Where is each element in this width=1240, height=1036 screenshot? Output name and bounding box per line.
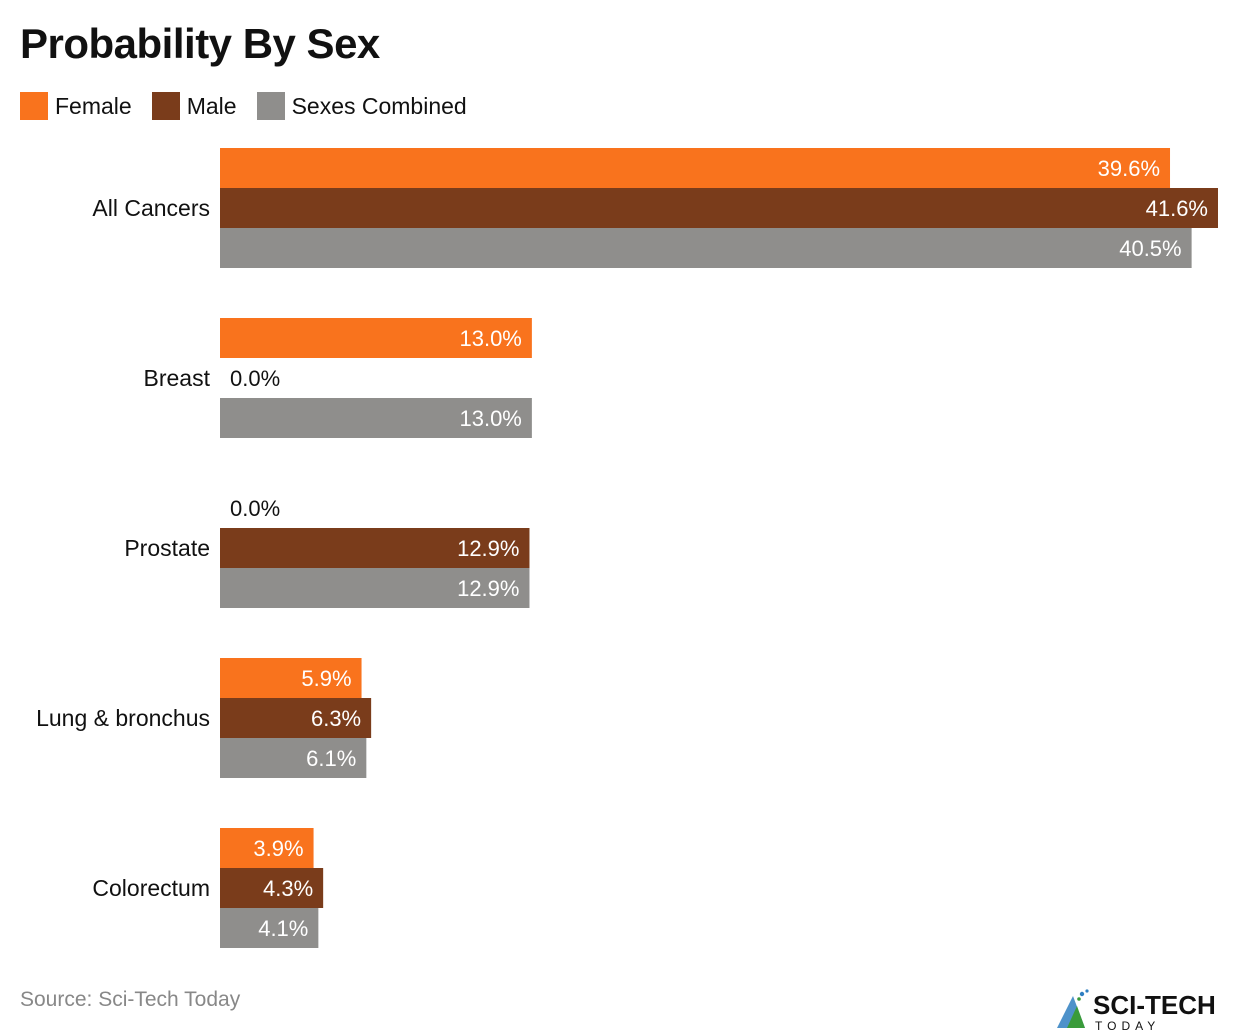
bar-sexes-combined (220, 568, 530, 608)
legend: Female Male Sexes Combined (20, 92, 487, 120)
data-label: 40.5% (1119, 236, 1181, 261)
data-label: 6.3% (311, 706, 361, 731)
bar-sexes-combined (220, 398, 532, 438)
data-label: 6.1% (306, 746, 356, 771)
legend-label-combined: Sexes Combined (291, 92, 467, 119)
data-label: 39.6% (1098, 156, 1160, 181)
legend-item-female: Female (20, 92, 132, 120)
data-label: 5.9% (301, 666, 351, 691)
data-label: 4.1% (258, 916, 308, 941)
category-label: Prostate (124, 535, 210, 561)
bar-female (220, 148, 1171, 188)
category-label: Colorectum (92, 875, 210, 901)
data-label: 3.9% (253, 836, 303, 861)
data-label: 4.3% (263, 876, 313, 901)
data-label: 12.9% (457, 576, 519, 601)
legend-label-female: Female (55, 92, 132, 119)
legend-item-male: Male (151, 92, 237, 120)
svg-text:SCI-TECH: SCI-TECH (1093, 990, 1216, 1020)
legend-label-male: Male (186, 92, 237, 119)
chart-title: Probability By Sex (20, 20, 380, 67)
source-note: Source: Sci-Tech Today (20, 988, 241, 1011)
legend-swatch-combined (256, 92, 285, 120)
bar-male (220, 188, 1218, 228)
legend-swatch-male (151, 92, 180, 120)
bar-female (220, 658, 362, 698)
data-label: 41.6% (1146, 196, 1208, 221)
bar-male (220, 528, 530, 568)
bar-male (220, 868, 324, 908)
bar-sexes-combined (220, 908, 319, 948)
data-label: 12.9% (457, 536, 519, 561)
data-label: 0.0% (230, 496, 280, 521)
bar-sexes-combined (220, 228, 1192, 268)
sci-tech-today-logo: SCI-TECH TODAY (1057, 989, 1216, 1032)
data-label: 13.0% (459, 406, 521, 431)
legend-swatch-female (20, 92, 48, 120)
bar-sexes-combined (220, 738, 367, 778)
bar-female (220, 828, 314, 868)
svg-text:TODAY: TODAY (1095, 1019, 1160, 1032)
legend-item-combined: Sexes Combined (256, 92, 467, 120)
bar-female (220, 318, 532, 358)
data-label: 0.0% (230, 366, 280, 391)
bar-male (220, 698, 372, 738)
category-label: Lung & bronchus (36, 705, 210, 731)
data-label: 13.0% (459, 326, 521, 351)
category-label: All Cancers (92, 195, 210, 221)
category-label: Breast (144, 365, 211, 391)
